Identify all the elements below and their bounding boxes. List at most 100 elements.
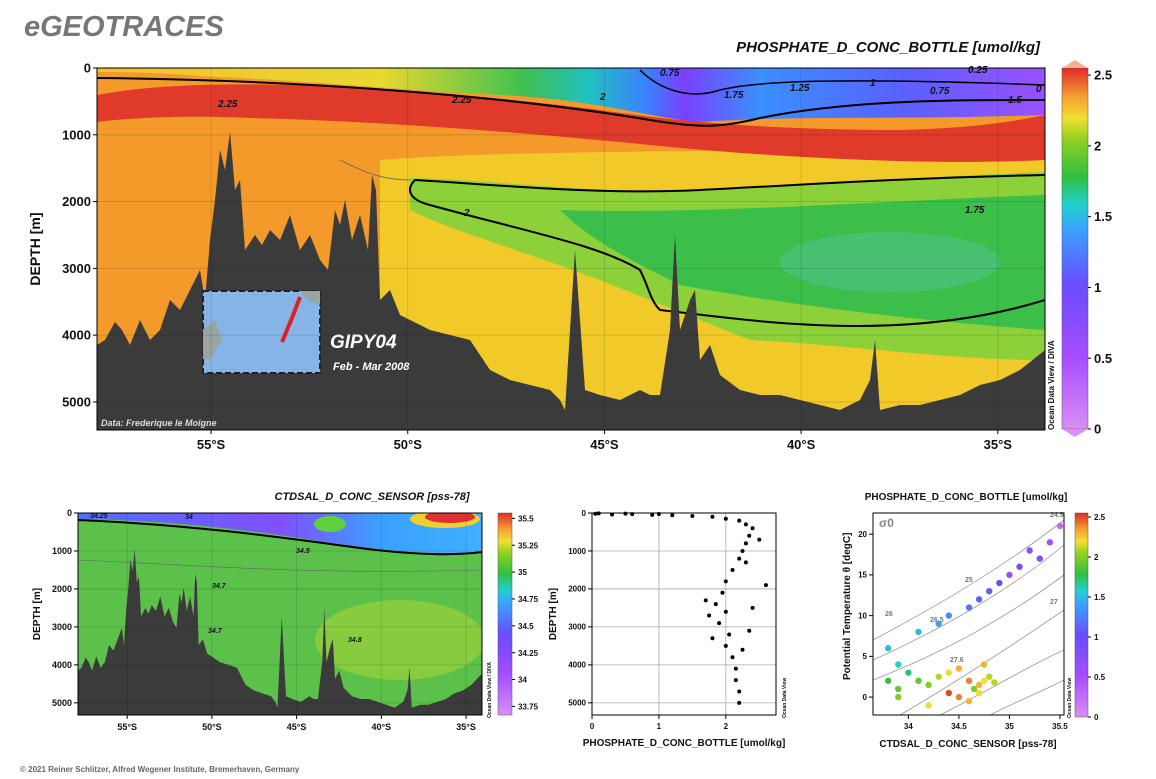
point [915,628,922,636]
colorbar-tick-label: 35.5 [518,515,534,524]
point [723,609,728,614]
point [763,583,768,588]
contour-label: 34.7 [208,628,223,635]
point [730,567,735,572]
point [955,693,963,701]
contour-label: 2.25 [217,99,238,110]
plot-frame [77,512,483,716]
point [670,513,675,518]
contour-label: 34.7 [212,583,227,590]
point [757,537,762,542]
point [980,661,988,668]
x-tick-label: 35°S [456,722,476,732]
y-axis-label: DEPTH [m] [548,588,559,640]
x-tick-label: 50°S [394,437,423,452]
watermark: Ocean Data View [782,678,788,718]
colorbar-tick-label: 35.25 [518,541,539,550]
point [945,612,952,619]
point [986,673,993,680]
point [690,514,695,519]
y-tick-label: 0 [84,61,91,76]
point [925,681,932,689]
density-contours [872,519,1065,716]
point [713,602,718,607]
contour-label: 34 [185,514,193,521]
chart-title: PHOSPHATE_D_CONC_BOTTLE [umol/kg] [865,492,1068,503]
x-tick-label: 0 [590,722,595,731]
colorbar-tick-label: 35 [518,568,527,577]
colorbar-tick-label: 0.5 [1094,673,1106,682]
chart-title: CTDSAL_D_CONC_SENSOR [pss-78] [275,491,470,503]
plot-frame [591,512,777,716]
contour-label: 1.25 [790,83,810,94]
point [1026,547,1033,554]
point [723,579,728,584]
point [980,677,988,684]
point [975,689,983,697]
y-tick-label: 5000 [62,394,91,409]
point [945,669,952,676]
density-labels: 24.5 25 26 26.5 27 27.6 [885,512,1064,664]
y-tick-label: 0 [582,509,587,518]
contour-label: 0.75 [930,86,950,97]
plot-frame [872,512,1065,716]
point [955,665,963,672]
point [1036,555,1043,562]
y-tick-label: 4000 [62,328,91,343]
point [743,560,748,565]
colorbar-tick-label: 0 [1094,422,1101,437]
density-label: 27.6 [950,657,964,664]
y-tick-label: 0 [67,508,72,518]
logo: eGEOTRACES [24,11,224,43]
x-tick-label: 35.5 [1052,722,1068,731]
y-tick-label: 1000 [52,546,72,556]
x-tick-label: 34 [904,722,913,731]
y-tick-label: 5000 [568,699,586,708]
colorbar-tick-label: 33.75 [518,703,539,712]
watermark: Ocean Data View [1067,678,1073,718]
y-tick-label: 0 [863,693,868,702]
colorbar-tick-label: 0 [1094,713,1099,722]
colorbar [1061,67,1089,430]
point [730,655,735,660]
density-symbol: σ0 [879,516,894,530]
credit: Data: Frederique le Moigne [101,418,217,428]
contour-label: 34.5 [296,548,310,555]
watermark: Ocean Data View / DIVA [1047,340,1056,430]
point [915,677,922,684]
point [623,511,628,516]
x-tick-label: 35 [1005,722,1014,731]
contour-label: 1.75 [724,90,744,101]
colorbar-tick-label: 2.5 [1094,68,1112,83]
y-tick-label: 10 [858,611,867,620]
point [1006,571,1013,579]
y-tick-label: 1000 [62,127,91,142]
watermark: Ocean Data View / DIVA [487,662,493,718]
density-label: 25 [965,577,973,584]
x-tick-label: 55°S [197,437,226,452]
point [650,512,655,517]
colorbar [1074,512,1089,718]
y-tick-label: 4000 [568,661,586,670]
point [737,556,742,561]
point [1016,563,1023,570]
y-axis-label: Potential Temperature θ [degC] [842,533,853,680]
point [884,677,892,684]
contour-labels: 0.75 1 1.25 0.75 0.25 0 1.5 1.75 2 2.25 … [217,65,1042,219]
colorbar-tick-label: 34.5 [518,622,534,631]
y-axis-label: DEPTH [m] [32,588,43,640]
contour-label: 0.75 [660,68,680,79]
point [996,579,1003,587]
colorbar-tick-label: 0.5 [1094,351,1112,366]
x-tick-label: 40°S [787,437,816,452]
point [727,632,732,637]
x-tick-label: 1 [657,722,662,731]
point [740,548,745,553]
colorbar-tick-label: 1 [1094,633,1099,642]
point [703,598,708,603]
density-label: 26.5 [930,617,944,624]
point [733,666,738,671]
x-tick-label: 45°S [590,437,619,452]
x-tick-label: 55°S [117,722,137,732]
y-tick-label: 2000 [52,584,72,594]
